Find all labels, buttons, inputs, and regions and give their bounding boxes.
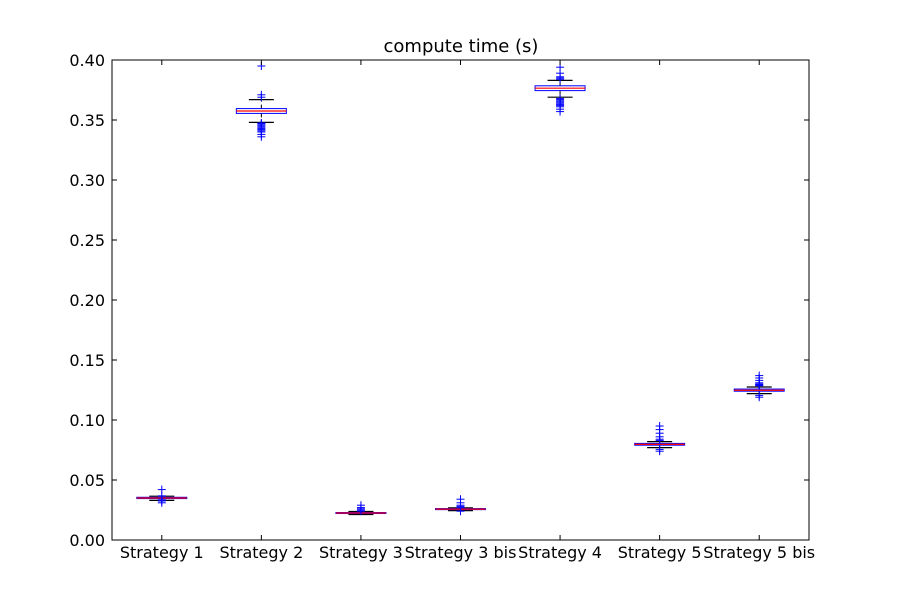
flier-point (456, 495, 465, 504)
y-tick-label: 0.20 (69, 291, 105, 310)
y-tick-label: 0.30 (69, 171, 105, 190)
y-tick-label: 0.40 (69, 51, 105, 70)
y-tick-label: 0.35 (69, 111, 105, 130)
box-group (534, 63, 586, 116)
x-tick-label: Strategy 5 bis (703, 543, 815, 562)
axes-frame (111, 59, 810, 541)
flier-point (755, 391, 764, 400)
flier-point (755, 371, 764, 380)
y-tick-label: 0.15 (69, 351, 105, 370)
y-tick-label: 0.00 (69, 531, 105, 550)
x-tick-label: Strategy 2 (219, 543, 303, 562)
chart-title: compute time (s) (384, 36, 539, 57)
flier-point (556, 94, 565, 103)
x-tick-label: Strategy 4 (518, 543, 602, 562)
flier-point (356, 501, 365, 510)
axes: 0.00 0.05 0.10 0.15 0.20 0.25 0.30 0.35 0.40 Stra… (69, 51, 815, 562)
flier-point (655, 445, 664, 454)
x-tick-label: Strategy 3 (319, 543, 403, 562)
y-tick-label: 0.05 (69, 471, 105, 490)
y-tick-label: 0.10 (69, 411, 105, 430)
x-tick-label: Strategy 1 (120, 543, 204, 562)
box-group (634, 422, 686, 456)
x-tick-label: Strategy 5 (618, 543, 702, 562)
flier-point (655, 422, 664, 430)
flier-point (257, 90, 266, 99)
y-tick-label: 0.25 (69, 231, 105, 250)
box-group (435, 495, 486, 516)
box-group (235, 62, 287, 141)
flier-point (157, 485, 166, 494)
x-tick-label: Strategy 3 bis (405, 543, 517, 562)
box-group (335, 501, 387, 516)
box-group (136, 485, 188, 507)
flier-point (257, 119, 266, 127)
plot-area (136, 62, 785, 516)
box-group (733, 371, 785, 402)
